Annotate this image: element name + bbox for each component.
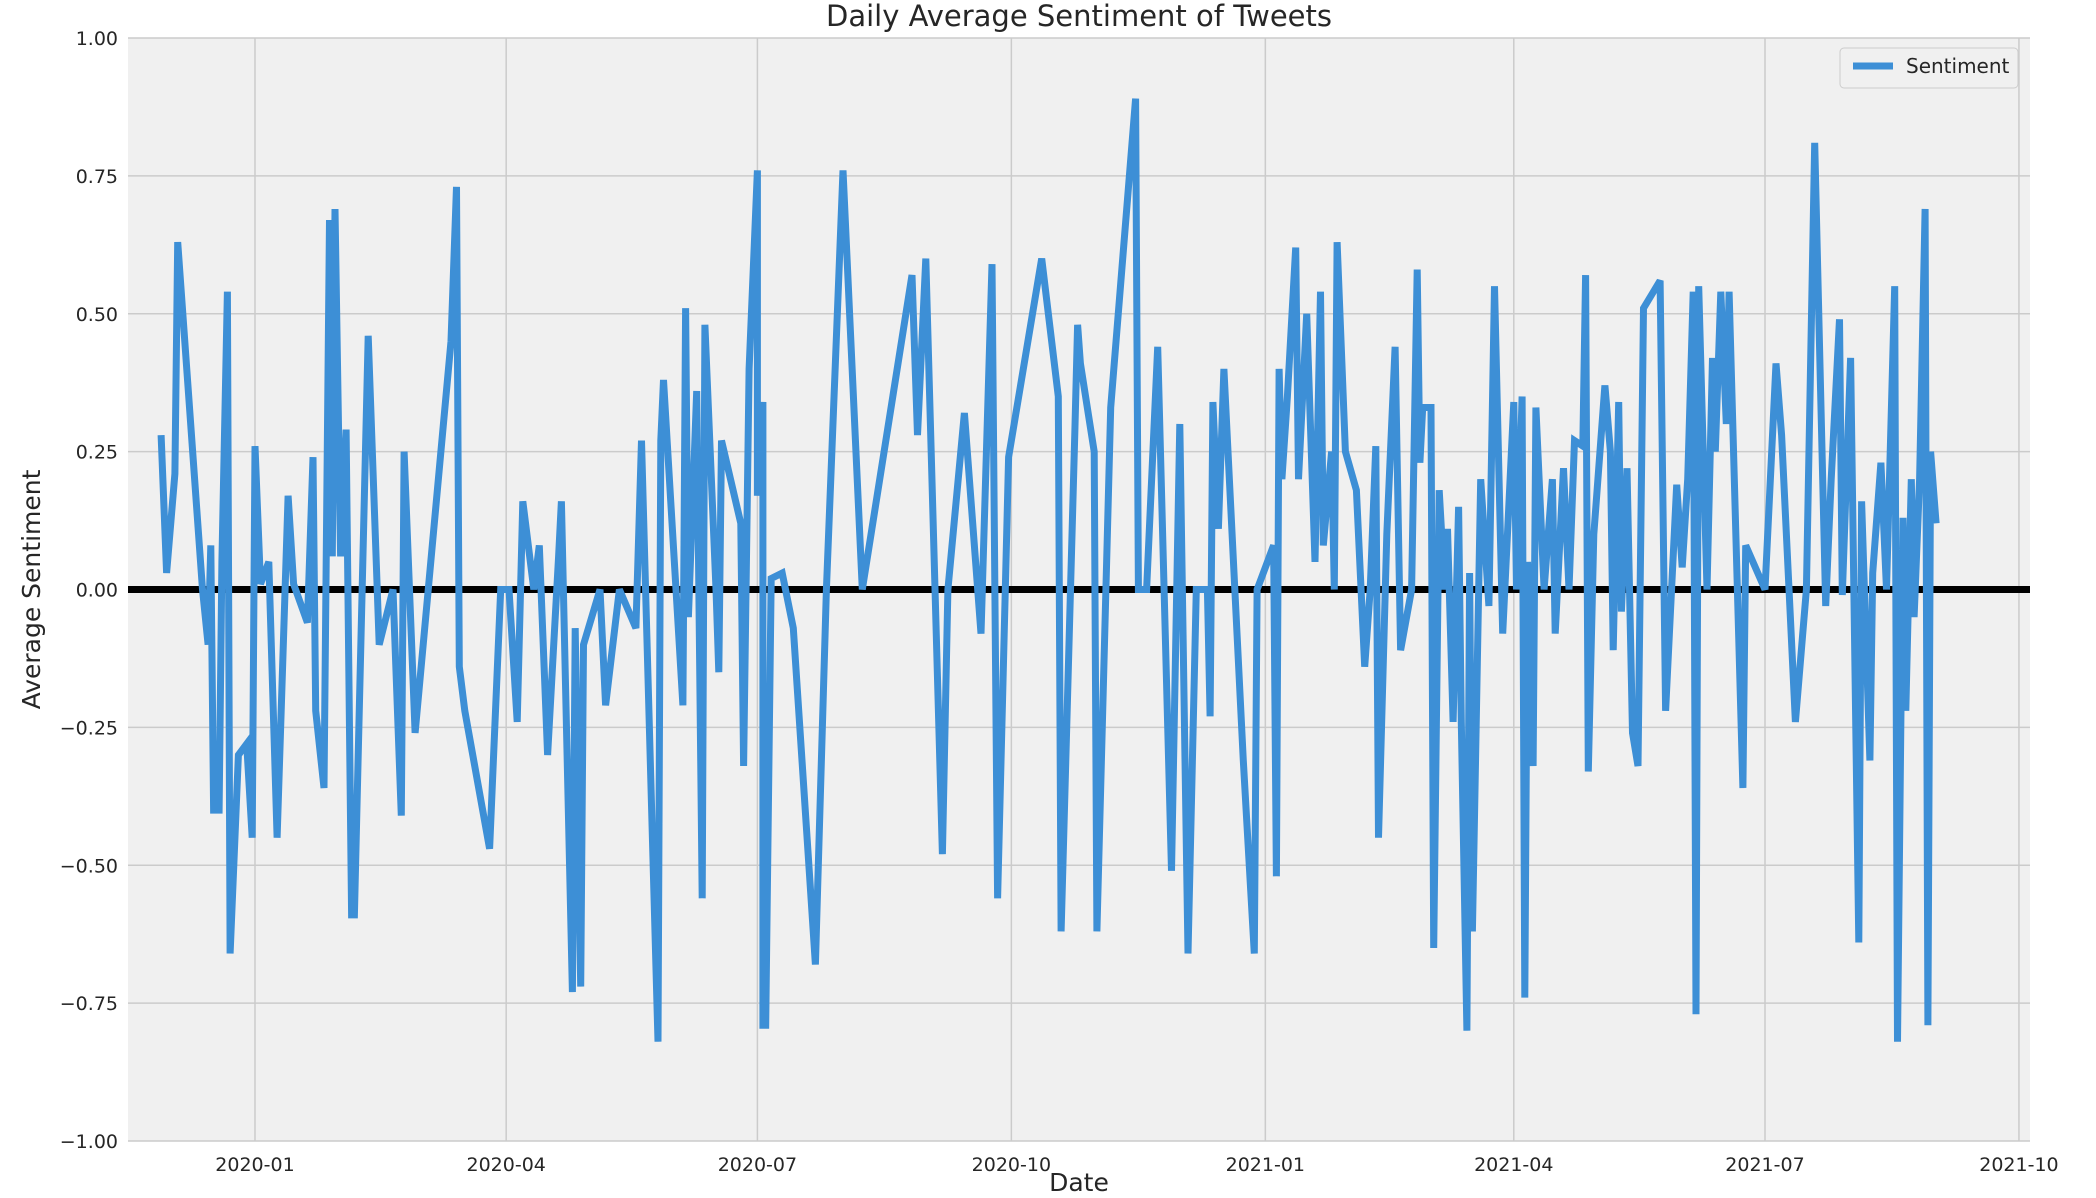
chart-title: Daily Average Sentiment of Tweets <box>826 0 1332 33</box>
legend: Sentiment <box>1839 47 2019 89</box>
x-tick-label: 2020-07 <box>718 1154 797 1176</box>
legend-label-sentiment: Sentiment <box>1906 54 2010 78</box>
x-tick-label: 2021-07 <box>1725 1154 1804 1176</box>
y-axis-label: Average Sentiment <box>17 469 46 709</box>
y-tick-label: 0.00 <box>76 580 118 602</box>
x-tick-labels: 2020-01 2020-04 2020-07 2020-10 2021-01 2021-… <box>215 1154 2058 1176</box>
y-tick-label: −1.00 <box>60 1131 118 1153</box>
y-tick-label: −0.75 <box>60 993 118 1015</box>
x-tick-label: 2021-10 <box>1979 1154 2058 1176</box>
y-tick-label: 0.75 <box>76 166 118 188</box>
y-tick-label: −0.50 <box>60 855 118 877</box>
legend-box <box>1839 47 2019 89</box>
x-tick-label: 2020-01 <box>215 1154 294 1176</box>
series-layer <box>157 98 1940 1042</box>
x-tick-label: 2020-10 <box>972 1154 1051 1176</box>
series-line-sentiment <box>157 98 1940 1042</box>
x-tick-label: 2021-01 <box>1226 1154 1305 1176</box>
y-tick-label: 0.50 <box>76 304 118 326</box>
y-tick-labels: 1.00 0.75 0.50 0.25 0.00 −0.25 −0.50 −0.75 −1.00 <box>60 28 118 1153</box>
x-tick-label: 2021-04 <box>1474 1154 1553 1176</box>
y-tick-label: −0.25 <box>60 717 118 739</box>
y-tick-label: 1.00 <box>76 28 118 50</box>
x-axis-label: Date <box>1049 1168 1109 1197</box>
y-tick-label: 0.25 <box>76 442 118 464</box>
x-tick-label: 2020-04 <box>466 1154 545 1176</box>
